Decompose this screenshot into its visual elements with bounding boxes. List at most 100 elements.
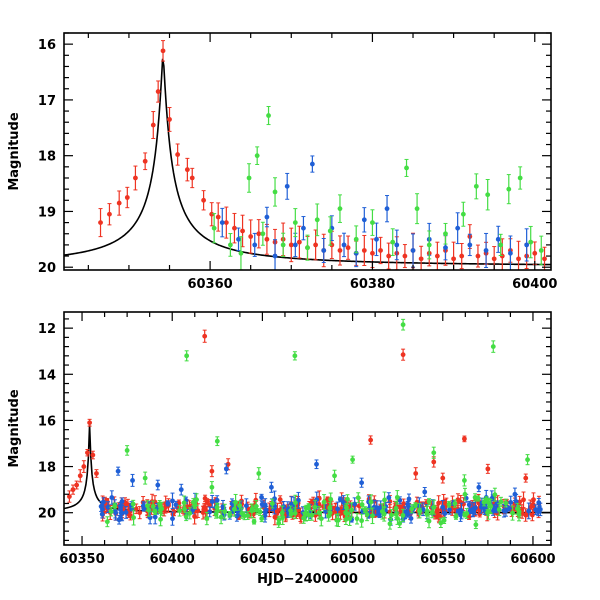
data-point <box>498 242 504 248</box>
data-point <box>155 482 161 488</box>
data-point <box>256 231 262 237</box>
data-point <box>393 505 399 511</box>
data-point <box>382 497 387 503</box>
data-point <box>170 498 175 504</box>
data-point <box>105 504 111 510</box>
data-point <box>240 228 245 234</box>
data-point <box>529 512 535 518</box>
x-tick-label: 60400 <box>150 552 195 567</box>
model-curve <box>64 58 551 266</box>
data-point <box>503 500 509 506</box>
x-tick-label: 60360 <box>187 277 232 292</box>
data-point <box>412 502 418 508</box>
data-point <box>115 468 121 474</box>
data-point <box>328 496 334 502</box>
data-point <box>321 499 327 505</box>
data-point <box>521 497 526 503</box>
data-point <box>113 510 119 516</box>
data-point <box>476 484 482 490</box>
data-point <box>296 239 302 245</box>
data-point <box>533 507 539 513</box>
data-point <box>361 217 367 223</box>
data-point <box>467 242 473 248</box>
data-point <box>516 256 521 262</box>
data-point <box>525 457 530 463</box>
data-point <box>150 504 156 509</box>
data-point <box>379 509 385 514</box>
data-point <box>214 438 220 444</box>
data-point <box>321 248 327 253</box>
data-point <box>181 500 187 506</box>
data-point <box>209 484 215 490</box>
data-point <box>209 499 215 504</box>
data-point <box>94 471 99 476</box>
data-point <box>368 499 374 505</box>
data-point <box>349 507 355 513</box>
data-point <box>269 501 275 506</box>
data-point <box>123 510 129 515</box>
data-point <box>252 242 258 248</box>
data-point <box>77 473 83 479</box>
data-point <box>362 507 368 513</box>
data-point <box>175 152 181 157</box>
data-point <box>447 507 452 513</box>
data-point <box>531 497 536 503</box>
data-point <box>209 468 215 474</box>
data-point <box>409 506 415 512</box>
y-tick-label: 12 <box>38 322 56 337</box>
data-point <box>355 495 361 501</box>
data-point <box>256 471 262 476</box>
data-point <box>184 353 190 359</box>
data-point <box>215 214 221 220</box>
data-point <box>155 89 161 94</box>
data-point <box>343 517 349 522</box>
data-point <box>390 239 396 245</box>
data-point <box>238 250 244 256</box>
x-tick-label: 60550 <box>420 552 465 567</box>
data-point <box>440 475 446 481</box>
data-point <box>160 48 166 54</box>
data-point <box>512 491 518 497</box>
data-point <box>119 499 125 504</box>
data-point <box>184 167 190 173</box>
data-point <box>292 220 298 226</box>
data-point <box>173 502 179 508</box>
data-point <box>90 452 96 458</box>
data-point <box>364 512 370 517</box>
data-point <box>460 211 466 217</box>
data-point <box>118 510 124 516</box>
top-panel: 60360 60380 60400 16 17 18 19 20 Magnitude <box>7 32 557 292</box>
data-point <box>288 508 294 514</box>
data-point <box>327 228 333 234</box>
data-point <box>165 500 171 506</box>
data-point <box>434 510 439 516</box>
data-point <box>222 509 228 515</box>
data-point <box>532 250 538 256</box>
data-point <box>214 504 220 510</box>
data-point <box>370 220 375 226</box>
data-point <box>107 211 112 217</box>
y-tick-label: 19 <box>38 205 56 220</box>
data-point <box>426 242 432 248</box>
data-point <box>234 513 240 519</box>
data-point <box>417 508 422 514</box>
y-tick-label: 18 <box>38 461 56 476</box>
data-point <box>116 517 122 523</box>
data-point <box>213 512 219 517</box>
data-point <box>272 253 278 259</box>
data-point <box>354 516 360 522</box>
data-point <box>337 496 343 502</box>
series-2 <box>211 105 544 270</box>
data-point <box>400 322 406 328</box>
data-point <box>537 506 543 512</box>
data-point <box>201 197 207 203</box>
data-point <box>459 253 465 259</box>
data-point <box>462 491 468 497</box>
data-point <box>446 501 452 507</box>
y-axis-label: Magnitude <box>7 389 22 468</box>
data-point <box>431 450 437 456</box>
data-point <box>353 250 359 256</box>
data-point <box>264 214 270 220</box>
data-point <box>232 225 237 231</box>
data-point <box>378 248 383 253</box>
